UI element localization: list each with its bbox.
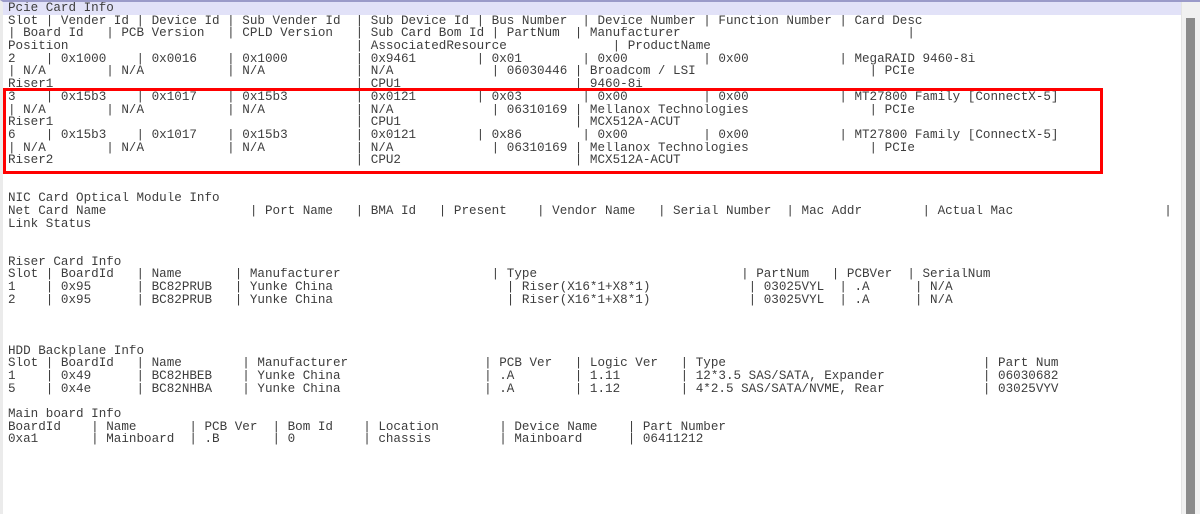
terminal-line — [3, 395, 1181, 408]
terminal-line — [3, 243, 1181, 256]
terminal-line: | N/A | N/A | N/A | N/A | 06310169 | Mel… — [8, 141, 915, 155]
scrollbar-track[interactable] — [1181, 2, 1200, 514]
terminal-line: Position | AssociatedResource | ProductN… — [8, 40, 711, 53]
terminal-line: 3 | 0x15b3 | 0x1017 | 0x15b3 | 0x0121 | … — [8, 90, 1059, 104]
terminal-line — [3, 332, 1181, 345]
terminal-line: Pcie Card Info — [3, 2, 1181, 15]
terminal-line — [3, 167, 1181, 180]
terminal-line: Slot | Vender Id | Device Id | Sub Vende… — [8, 14, 923, 28]
terminal-line: 6 | 0x15b3 | 0x1017 | 0x15b3 | 0x0121 | … — [8, 128, 1059, 142]
terminal-line — [3, 180, 1181, 193]
scrollbar-thumb[interactable] — [1186, 18, 1195, 514]
terminal-output: Pcie Card Info Slot | Vender Id | Device … — [3, 2, 1181, 446]
terminal-line — [3, 307, 1181, 320]
terminal-line: Riser2 | CPU2 | MCX512A-ACUT — [8, 154, 681, 167]
terminal-line: | Board Id | PCB Version | CPLD Version … — [8, 27, 915, 41]
terminal-line: Slot | BoardId | Name | Manufacturer | T… — [8, 268, 991, 282]
terminal-line: Riser Card Info — [8, 255, 122, 269]
terminal-line: Net Card Name | Port Name | BMA Id | Pre… — [8, 205, 1172, 218]
terminal-line: 1 | 0x49 | BC82HBEB | Yunke China | .A |… — [8, 369, 1059, 383]
terminal-line — [3, 319, 1181, 332]
terminal-line: Link Status — [8, 217, 92, 231]
terminal-line: | N/A | N/A | N/A | N/A | 06310169 | Mel… — [8, 103, 915, 117]
terminal-line: 2 | 0x95 | BC82PRUB | Yunke China | Rise… — [8, 293, 953, 307]
terminal-line: BoardId | Name | PCB Ver | Bom Id | Loca… — [8, 420, 726, 434]
terminal-line — [3, 230, 1181, 243]
terminal-line: Riser1 | CPU1 | 9460-8i — [8, 78, 643, 91]
terminal-line: Slot | BoardId | Name | Manufacturer | P… — [8, 357, 1059, 370]
terminal-line: | N/A | N/A | N/A | N/A | 06030446 | Bro… — [8, 65, 915, 79]
terminal-line: 1 | 0x95 | BC82PRUB | Yunke China | Rise… — [8, 281, 953, 294]
terminal-line: Main board Info — [8, 408, 122, 421]
terminal-line: 0xa1 | Mainboard | .B | 0 | chassis | Ma… — [8, 433, 704, 447]
terminal-line: Riser1 | CPU1 | MCX512A-ACUT — [8, 116, 681, 129]
terminal-line: NIC Card Optical Module Info — [8, 192, 220, 205]
terminal-line: 5 | 0x4e | BC82NHBA | Yunke China | .A |… — [8, 382, 1059, 396]
terminal-line: HDD Backplane Info — [8, 344, 145, 358]
terminal-line: 2 | 0x1000 | 0x0016 | 0x1000 | 0x9461 | … — [8, 52, 976, 66]
